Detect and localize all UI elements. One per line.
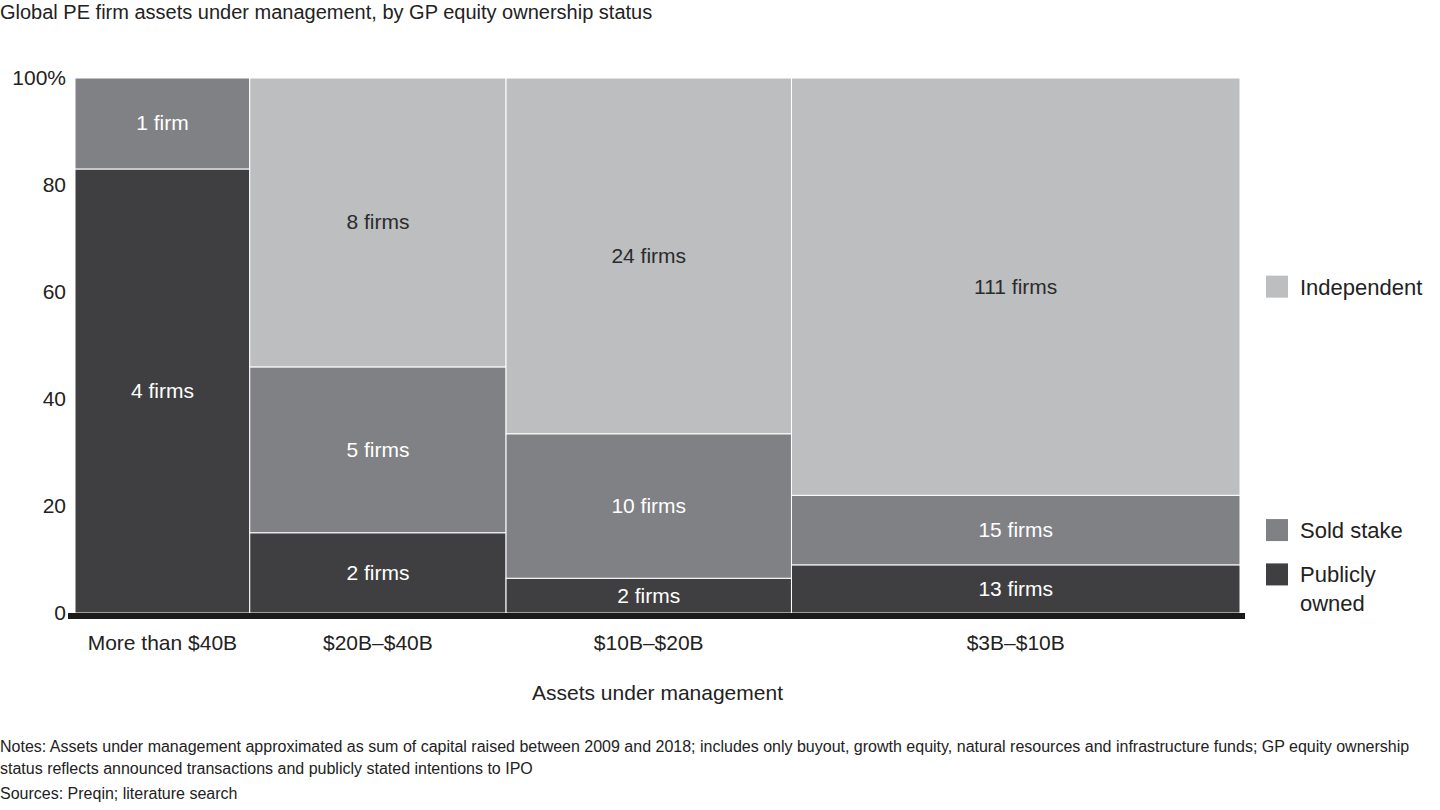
segment — [791, 565, 1240, 613]
segment-label: 2 firms — [346, 561, 409, 584]
segment-label: 2 firms — [617, 584, 680, 607]
legend-swatch — [1266, 276, 1288, 298]
segment-label: 24 firms — [611, 244, 686, 267]
notes: Notes: Assets under management approxima… — [0, 736, 1435, 780]
legend-label-line: Publicly — [1300, 562, 1376, 587]
y-tick-label: 60 — [43, 280, 66, 303]
segment-label: 8 firms — [346, 210, 409, 233]
segment-label: 5 firms — [346, 438, 409, 461]
category-label: $3B–$10B — [967, 631, 1065, 654]
y-tick-label: 40 — [43, 387, 66, 410]
legend-swatch — [1266, 563, 1288, 585]
segment — [506, 434, 791, 578]
x-axis-title: Assets under management — [532, 681, 783, 704]
legend-label: Independent — [1300, 275, 1422, 300]
legend-label: Sold stake — [1300, 518, 1403, 543]
segment-label: 111 firms — [974, 275, 1057, 298]
segment — [791, 78, 1240, 495]
segment — [250, 78, 506, 367]
segment-label: 4 firms — [131, 379, 194, 402]
segment — [75, 78, 250, 169]
segment — [75, 169, 250, 613]
y-tick — [68, 292, 72, 293]
legend: Publicly owned Sold stake Independent — [1266, 275, 1422, 617]
y-tick-label: 80 — [43, 173, 66, 196]
legend-label: Publicly owned — [1300, 562, 1376, 616]
y-tick-label: 20 — [43, 494, 66, 517]
y-tick — [68, 185, 72, 186]
sources: Sources: Preqin; literature search — [0, 783, 1435, 805]
chart: Global PE firm assets under management, … — [0, 0, 1440, 810]
segment — [506, 578, 791, 613]
category-label: More than $40B — [88, 631, 237, 654]
segment — [791, 495, 1240, 565]
segment — [250, 533, 506, 613]
y-tick-label: 100% — [12, 66, 66, 89]
segment-label: 10 firms — [611, 494, 686, 517]
category-label: $10B–$20B — [594, 631, 704, 654]
segment — [250, 367, 506, 533]
segment-labels: 4 firms 1 firm 2 firms 5 firms 8 firms 2 firm… — [131, 111, 1057, 606]
segment-label: 1 firm — [136, 111, 189, 134]
segment-label: 15 firms — [978, 518, 1053, 541]
y-tick — [68, 506, 72, 507]
y-tick — [68, 78, 72, 79]
title: Global PE firm assets under management, … — [0, 1, 652, 23]
y-tick-label: 0 — [54, 601, 66, 624]
legend-label-line: Independent — [1300, 275, 1422, 300]
bars — [75, 78, 1240, 613]
legend-swatch — [1266, 519, 1288, 541]
baseline — [68, 613, 1245, 619]
segment — [75, 78, 250, 79]
legend-label-line: owned — [1300, 591, 1365, 616]
category-label: $20B–$40B — [323, 631, 433, 654]
segment — [506, 78, 791, 434]
y-tick — [68, 399, 72, 400]
segment-label: 13 firms — [978, 577, 1053, 600]
legend-label-line: Sold stake — [1300, 518, 1403, 543]
